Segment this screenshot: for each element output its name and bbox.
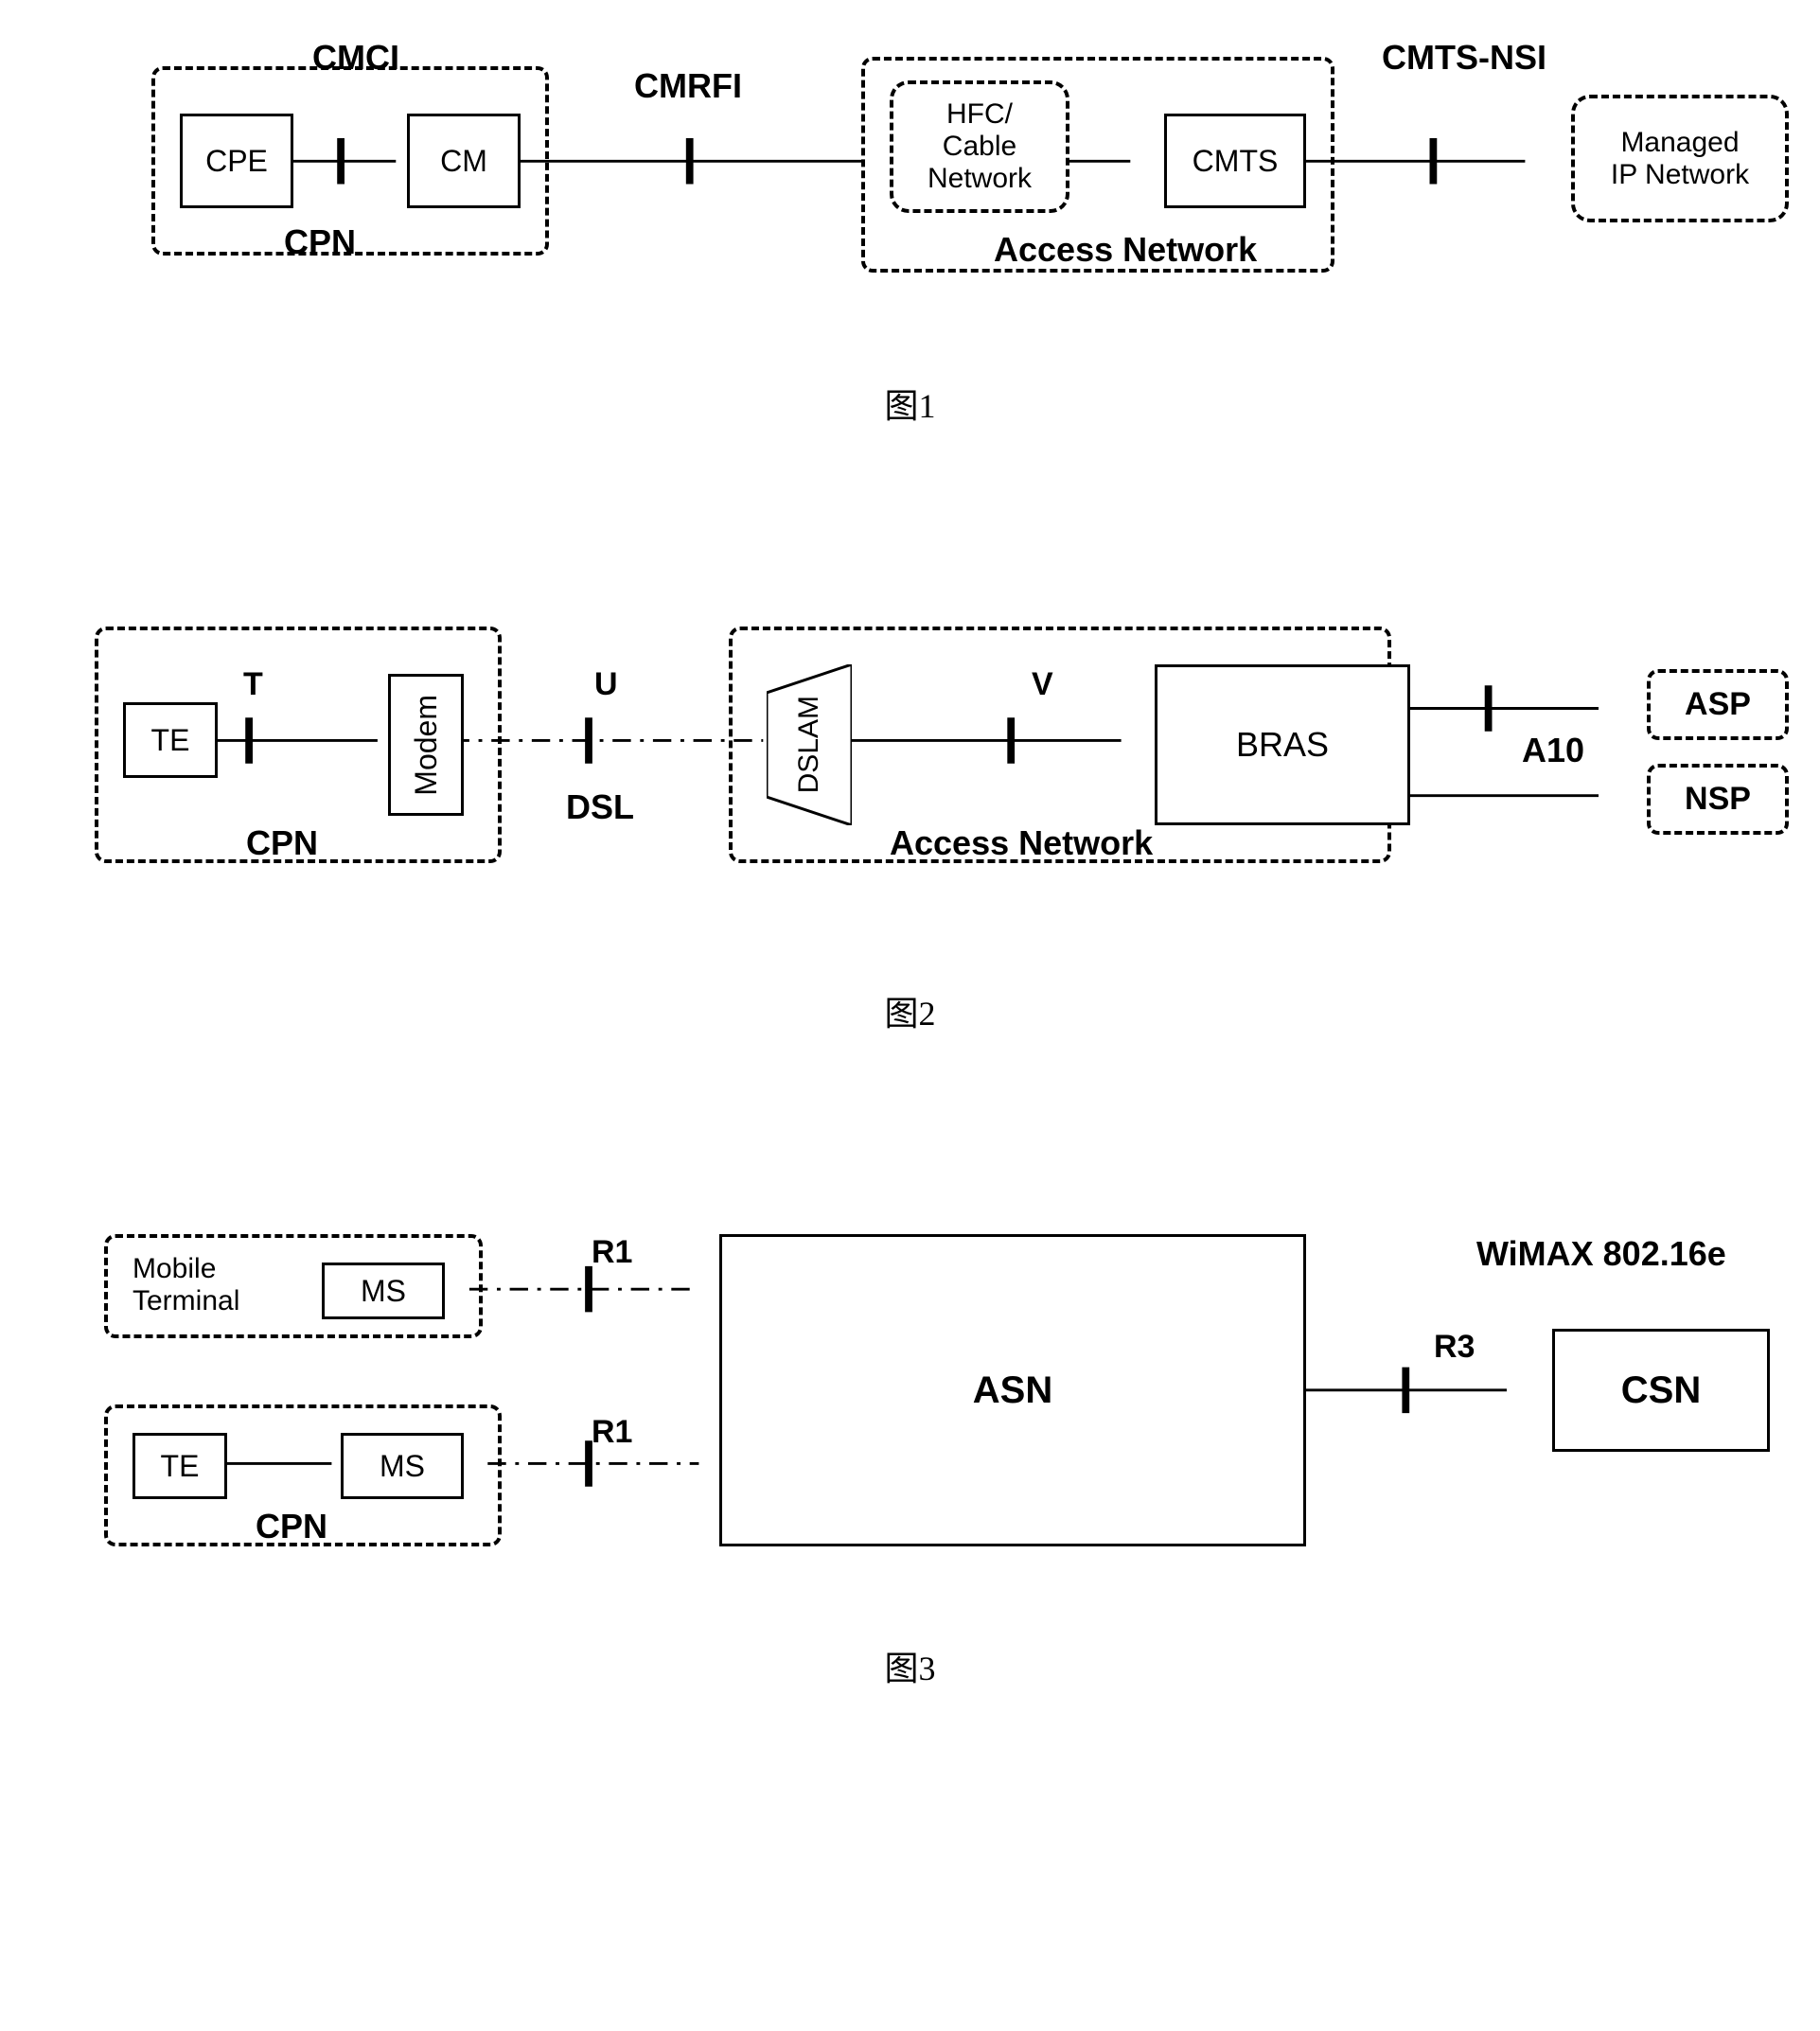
fig2-modem-box: Modem: [388, 674, 464, 816]
fig3-csn-box: CSN: [1552, 1329, 1770, 1452]
fig3-cpn-label: CPN: [256, 1507, 327, 1546]
fig3-r1a-label: R1: [592, 1234, 632, 1271]
fig1-managed-label: Managed IP Network: [1611, 127, 1749, 191]
fig1-hfc-label: HFC/ Cable Network: [928, 98, 1032, 195]
fig2-v-label: V: [1032, 666, 1053, 703]
fig1-cpe-box: CPE: [180, 114, 293, 208]
fig1-cm-box: CM: [407, 114, 521, 208]
fig1-cmts-label: CMTS: [1193, 144, 1279, 179]
fig3-asn-label: ASN: [973, 1369, 1052, 1412]
fig3-te-label: TE: [161, 1449, 200, 1484]
fig3-asn-box: ASN: [719, 1234, 1306, 1546]
fig3-te-box: TE: [133, 1433, 227, 1499]
fig2-bras-box: BRAS: [1155, 664, 1410, 825]
fig2-te-label: TE: [151, 723, 190, 758]
fig1-cpe-label: CPE: [205, 144, 268, 179]
figure-3-caption: 图3: [38, 1641, 1782, 1690]
fig1-hfc-cloud: HFC/ Cable Network: [890, 80, 1069, 213]
fig1-managed-cloud: Managed IP Network: [1571, 95, 1789, 222]
figure-3-diagram: Mobile Terminal MS TE MS CPN R1 R1 ASN R…: [38, 1206, 1782, 1565]
fig2-u-label: U: [594, 666, 618, 703]
fig1-cpn-label: CPN: [284, 222, 356, 262]
fig2-nsp-box: NSP: [1647, 764, 1789, 835]
fig1-cmts-box: CMTS: [1164, 114, 1306, 208]
fig2-a10-label: A10: [1522, 731, 1584, 770]
fig3-csn-label: CSN: [1621, 1369, 1701, 1412]
fig3-r3-label: R3: [1434, 1329, 1475, 1366]
fig3-wimax-label: WiMAX 802.16e: [1476, 1234, 1726, 1274]
fig2-modem-label: Modem: [409, 695, 444, 796]
fig2-t-label: T: [243, 666, 263, 703]
fig3-ms1-box: MS: [322, 1263, 445, 1319]
fig2-nsp-label: NSP: [1685, 781, 1751, 818]
fig3-ms2-label: MS: [380, 1449, 425, 1484]
fig2-bras-label: BRAS: [1236, 725, 1329, 765]
figure-1-diagram: CPE CM CMCI CPN CMRFI HFC/ Cable Network…: [38, 38, 1782, 303]
fig2-cpn-label: CPN: [246, 823, 318, 863]
fig2-dslam-label: DSLAM: [793, 696, 825, 793]
fig2-dsl-label: DSL: [566, 787, 634, 827]
fig3-r1b-label: R1: [592, 1414, 632, 1451]
fig2-asp-box: ASP: [1647, 669, 1789, 740]
fig1-cmtsnsi-label: CMTS-NSI: [1382, 38, 1546, 78]
fig1-cmci-label: CMCI: [312, 38, 399, 78]
fig2-te-box: TE: [123, 702, 218, 778]
fig2-asp-label: ASP: [1685, 686, 1751, 723]
fig3-ms2-box: MS: [341, 1433, 464, 1499]
fig2-access-label: Access Network: [890, 823, 1153, 863]
fig3-ms1-label: MS: [361, 1274, 406, 1309]
figure-2-caption: 图2: [38, 986, 1782, 1035]
fig1-cm-label: CM: [440, 144, 487, 179]
fig1-cmrfi-label: CMRFI: [634, 66, 742, 106]
fig1-access-label: Access Network: [994, 230, 1257, 270]
fig2-dslam-box: DSLAM: [767, 664, 852, 825]
figure-1-caption: 图1: [38, 379, 1782, 428]
figure-2-diagram: TE Modem T CPN U DSL DSLAM V BRAS Access…: [38, 598, 1782, 910]
fig3-mobile-label: Mobile Terminal: [133, 1253, 239, 1317]
